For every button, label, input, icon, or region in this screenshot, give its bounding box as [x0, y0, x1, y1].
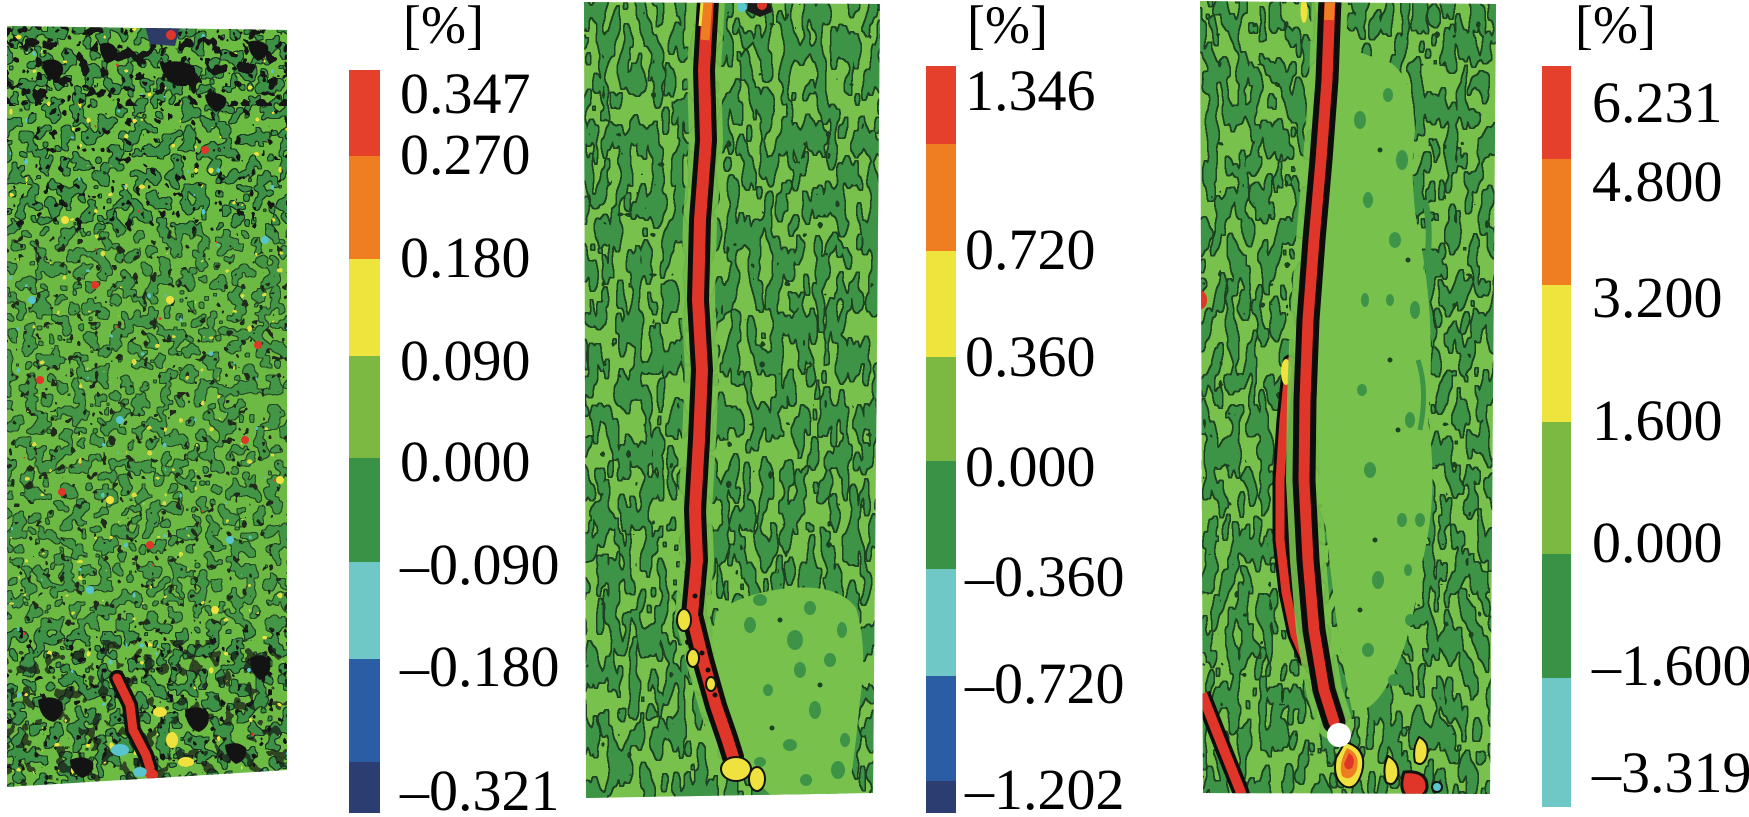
svg-text:–0.180: –0.180: [399, 634, 560, 699]
svg-text:6.231: 6.231: [1592, 70, 1723, 135]
svg-text:0.720: 0.720: [965, 217, 1096, 282]
svg-text:0.270: 0.270: [400, 122, 531, 187]
svg-text:0.360: 0.360: [965, 324, 1096, 389]
svg-text:1.346: 1.346: [965, 58, 1096, 123]
svg-text:–0.090: –0.090: [399, 532, 560, 597]
svg-text:4.800: 4.800: [1592, 149, 1723, 214]
svg-text:3.200: 3.200: [1592, 265, 1723, 330]
svg-text:–0.720: –0.720: [964, 651, 1125, 716]
svg-text:[%]: [%]: [403, 0, 484, 55]
svg-text:[%]: [%]: [967, 0, 1048, 55]
svg-text:0.090: 0.090: [400, 328, 531, 393]
svg-text:–1.600: –1.600: [1591, 633, 1749, 698]
svg-text:[%]: [%]: [1575, 0, 1656, 55]
svg-text:0.347: 0.347: [400, 61, 531, 126]
svg-text:–3.319: –3.319: [1591, 740, 1749, 805]
svg-text:–0.321: –0.321: [399, 758, 560, 817]
svg-text:0.000: 0.000: [1592, 510, 1723, 575]
svg-text:0.000: 0.000: [965, 434, 1096, 499]
svg-text:–0.360: –0.360: [964, 544, 1125, 609]
svg-text:1.600: 1.600: [1592, 388, 1723, 453]
svg-text:0.000: 0.000: [400, 429, 531, 494]
svg-text:–1.202: –1.202: [964, 757, 1125, 817]
svg-text:0.180: 0.180: [400, 225, 531, 290]
